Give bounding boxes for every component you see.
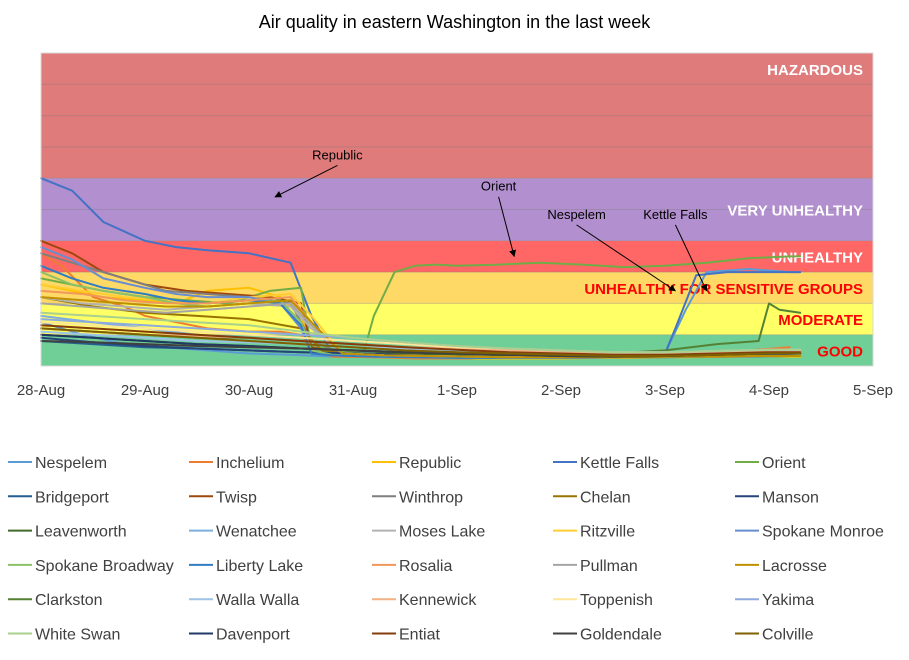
x-axis-ticks: 28-Aug 29-Aug 30-Aug 31-Aug 1-Sep 2-Sep 3-Sep 4… bbox=[17, 382, 893, 399]
legend-label-ritzville: Ritzville bbox=[580, 524, 635, 541]
annotation-arrow-nespelem bbox=[576, 224, 676, 292]
legend: Nespelem Inchelium Republic Kettle Falls Ori… bbox=[8, 455, 884, 644]
legend-label-republic: Republic bbox=[399, 455, 461, 472]
legend-label-bridgeport: Bridgeport bbox=[35, 489, 109, 506]
legend-label-nespelem: Nespelem bbox=[35, 455, 107, 472]
annotation-kettle-falls: Kettle Falls bbox=[643, 207, 708, 222]
x-tick-label: 29-Aug bbox=[121, 382, 169, 399]
legend-label-chelan: Chelan bbox=[580, 489, 631, 506]
band-label-hazardous: HAZARDOUS bbox=[767, 62, 863, 79]
x-tick-label: 31-Aug bbox=[329, 382, 377, 399]
legend-label-twisp: Twisp bbox=[216, 489, 257, 506]
legend-label-winthrop: Winthrop bbox=[399, 489, 463, 506]
series-line-orient bbox=[40, 255, 802, 355]
legend-label-entiat: Entiat bbox=[399, 627, 440, 644]
legend-label-davenport: Davenport bbox=[216, 627, 290, 644]
legend-label-orient: Orient bbox=[762, 455, 806, 472]
legend-label-colville: Colville bbox=[762, 627, 814, 644]
x-tick-label: 5-Sep bbox=[853, 382, 893, 399]
legend-label-inchelium: Inchelium bbox=[216, 455, 284, 472]
legend-label-kennewick: Kennewick bbox=[399, 592, 477, 609]
band-label-very-unhealthy: VERY UNHEALTHY bbox=[727, 203, 863, 220]
legend-label-white-swan: White Swan bbox=[35, 627, 120, 644]
legend-label-yakima: Yakima bbox=[762, 592, 814, 609]
chart-title: Air quality in eastern Washington in the… bbox=[259, 12, 652, 32]
series-line-white-swan bbox=[40, 311, 802, 354]
band-label-good: GOOD bbox=[817, 343, 863, 360]
plot-frame bbox=[40, 52, 874, 367]
annotation-arrow-orient bbox=[498, 196, 516, 258]
series-line-colville bbox=[40, 327, 802, 357]
band-unhealthy-for-sensitive-groups bbox=[41, 272, 873, 304]
legend-label-manson: Manson bbox=[762, 489, 819, 506]
x-tick-label: 2-Sep bbox=[541, 382, 581, 399]
x-tick-label: 28-Aug bbox=[17, 382, 65, 399]
band-label-unhealthy: UNHEALTHY bbox=[772, 249, 863, 266]
legend-label-spokane-monroe: Spokane Monroe bbox=[762, 524, 884, 541]
legend-label-kettle-falls: Kettle Falls bbox=[580, 455, 659, 472]
x-tick-label: 1-Sep bbox=[437, 382, 477, 399]
legend-label-walla-walla: Walla Walla bbox=[216, 592, 299, 609]
x-tick-label: 30-Aug bbox=[225, 382, 273, 399]
legend-label-goldendale: Goldendale bbox=[580, 627, 662, 644]
x-tick-label: 3-Sep bbox=[645, 382, 685, 399]
x-tick-label: 4-Sep bbox=[749, 382, 789, 399]
legend-label-moses-lake: Moses Lake bbox=[399, 524, 485, 541]
legend-label-pullman: Pullman bbox=[580, 558, 638, 575]
band-label-moderate: MODERATE bbox=[778, 312, 863, 329]
band-unhealthy bbox=[41, 240, 873, 273]
legend-label-rosalia: Rosalia bbox=[399, 558, 452, 575]
legend-label-toppenish: Toppenish bbox=[580, 592, 653, 609]
series-line-entiat bbox=[40, 324, 802, 356]
legend-label-clarkston: Clarkston bbox=[35, 592, 103, 609]
annotation-nespelem: Nespelem bbox=[547, 207, 606, 222]
legend-label-liberty-lake: Liberty Lake bbox=[216, 558, 303, 575]
annotation-republic: Republic bbox=[312, 147, 363, 162]
annotation-arrow-kettle-falls bbox=[674, 224, 708, 292]
legend-label-leavenworth: Leavenworth bbox=[35, 524, 127, 541]
plot-area: GOOD MODERATE UNHEALTHY FOR SENSITIVE GROU… bbox=[40, 52, 874, 367]
annotation-arrow-republic bbox=[274, 164, 338, 198]
band-hazardous bbox=[41, 53, 873, 179]
annotation-orient: Orient bbox=[481, 179, 517, 194]
legend-label-wenatchee: Wenatchee bbox=[216, 524, 297, 541]
band-label-unhealthy-for-sensitive-groups: UNHEALTHY FOR SENSITIVE GROUPS bbox=[584, 281, 863, 298]
band-very-unhealthy bbox=[41, 178, 873, 241]
legend-label-spokane-broadway: Spokane Broadway bbox=[35, 558, 174, 575]
legend-label-lacrosse: Lacrosse bbox=[762, 558, 827, 575]
